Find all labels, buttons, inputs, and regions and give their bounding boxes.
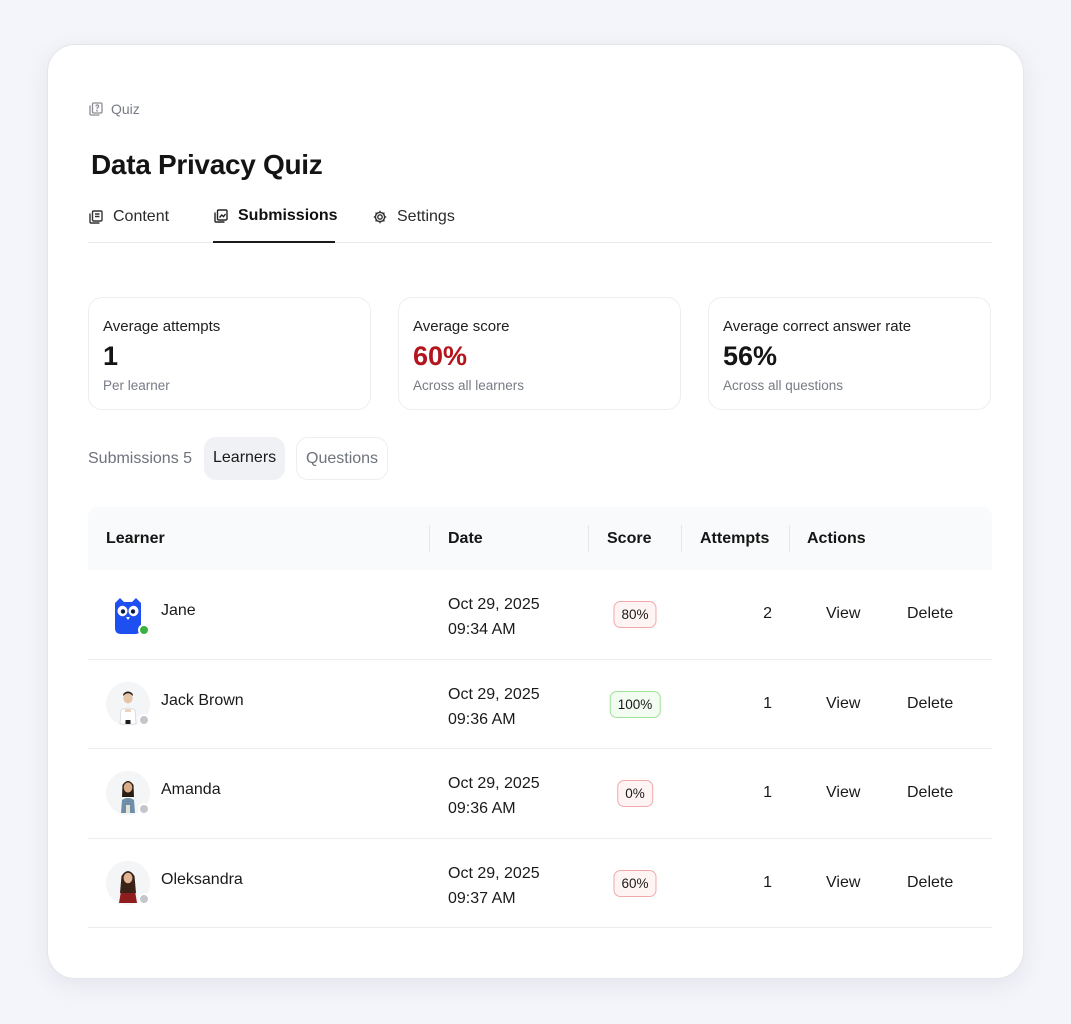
column-divider (429, 525, 430, 552)
column-divider (789, 525, 790, 552)
delete-button[interactable]: Delete (907, 784, 954, 801)
breadcrumb[interactable]: Quiz (88, 101, 140, 117)
learners-table: Learner Date Score Attempts Actions (88, 507, 992, 928)
tab-content-label: Content (113, 208, 170, 225)
submissions-count: Submissions 5 (88, 450, 193, 467)
quiz-icon (88, 101, 104, 117)
delete-button[interactable]: Delete (907, 873, 954, 891)
online-status-dot (138, 624, 150, 636)
score-badge: 60% (613, 869, 657, 897)
view-button[interactable]: View (826, 605, 861, 622)
time-line: 09:36 AM (448, 710, 516, 728)
table-row: Jack Brown Oct 29, 2025 09:36 AM 100% 1 … (88, 660, 992, 749)
attempts-count: 2 (763, 605, 772, 622)
offline-status-dot (138, 892, 150, 905)
woman-avatar (106, 860, 150, 905)
woman-avatar (106, 771, 150, 815)
learner-name[interactable]: Jack Brown (161, 691, 244, 709)
page-title: Data Privacy Quiz (91, 149, 323, 180)
table-row: Amanda Oct 29, 2025 09:36 AM 0% 1 View D… (88, 749, 992, 839)
man-avatar (106, 681, 150, 726)
submissions-icon (213, 208, 229, 224)
date-line: Oct 29, 2025 (448, 864, 540, 882)
table-header: Learner Date Score Attempts Actions (88, 507, 992, 570)
column-header-attempts: Attempts (700, 530, 770, 547)
quiz-card: Quiz Data Privacy Quiz Content Su (47, 44, 1024, 979)
subtab-learners[interactable]: Learners (204, 437, 286, 480)
attempts-count: 1 (763, 873, 772, 891)
score-badge: 80% (613, 601, 657, 628)
column-header-score: Score (607, 530, 652, 547)
stat-caption: Across all questions (723, 378, 844, 393)
attempts-count: 1 (763, 694, 772, 712)
stat-card-average-attempts: Average attempts 1 Per learner (88, 297, 371, 410)
content-icon (88, 209, 104, 225)
learner-name[interactable]: Amanda (161, 781, 221, 798)
tab-submissions-label: Submissions (238, 207, 338, 224)
stat-label: Average score (413, 318, 510, 335)
submission-date: Oct 29, 2025 09:34 AM (448, 592, 540, 642)
stat-value: 1 (103, 341, 119, 371)
tab-submissions[interactable]: Submissions (213, 195, 338, 243)
stat-value: 60% (413, 341, 468, 371)
submission-date: Oct 29, 2025 09:36 AM (448, 771, 540, 821)
score-badge: 100% (609, 690, 661, 718)
stat-card-average-score: Average score 60% Across all learners (398, 297, 681, 410)
offline-status-dot (138, 803, 150, 815)
view-button[interactable]: View (826, 694, 861, 712)
delete-button[interactable]: Delete (907, 694, 954, 712)
offline-status-dot (138, 713, 150, 726)
time-line: 09:37 AM (448, 889, 516, 907)
stat-label: Average attempts (103, 318, 221, 335)
stat-caption: Across all learners (413, 378, 525, 393)
column-divider (681, 525, 682, 552)
submission-date: Oct 29, 2025 09:37 AM (448, 861, 540, 911)
table-row: Jane Oct 29, 2025 09:34 AM 80% 2 View De… (88, 570, 992, 660)
delete-button[interactable]: Delete (907, 605, 954, 622)
date-line: Oct 29, 2025 (448, 775, 540, 792)
attempts-count: 1 (763, 784, 772, 801)
stat-card-correct-answer-rate: Average correct answer rate 56% Across a… (708, 297, 991, 410)
tab-bar: Content Submissions Settings (88, 195, 992, 243)
tab-content[interactable]: Content (88, 195, 169, 243)
learner-name[interactable]: Jane (161, 602, 196, 619)
submission-date: Oct 29, 2025 09:36 AM (448, 682, 540, 732)
score-badge: 0% (617, 780, 653, 807)
time-line: 09:34 AM (448, 621, 516, 638)
stat-label: Average correct answer rate (723, 318, 912, 335)
stat-caption: Per learner (103, 378, 170, 393)
time-line: 09:36 AM (448, 800, 516, 817)
table-row: Oleksandra Oct 29, 2025 09:37 AM 60% 1 V… (88, 839, 992, 928)
learner-name[interactable]: Oleksandra (161, 870, 243, 888)
date-line: Oct 29, 2025 (448, 596, 540, 613)
gear-icon (372, 209, 388, 225)
breadcrumb-label: Quiz (111, 101, 140, 117)
stat-value: 56% (723, 341, 778, 371)
view-button[interactable]: View (826, 784, 861, 801)
view-button[interactable]: View (826, 873, 861, 891)
column-divider (588, 525, 589, 552)
subtab-questions[interactable]: Questions (296, 437, 389, 480)
tab-settings-label: Settings (397, 208, 455, 225)
column-header-learner: Learner (106, 530, 165, 547)
owl-avatar (106, 592, 150, 636)
column-header-date: Date (448, 530, 483, 547)
tab-settings[interactable]: Settings (372, 195, 455, 243)
date-line: Oct 29, 2025 (448, 685, 540, 703)
column-header-actions: Actions (807, 530, 866, 547)
